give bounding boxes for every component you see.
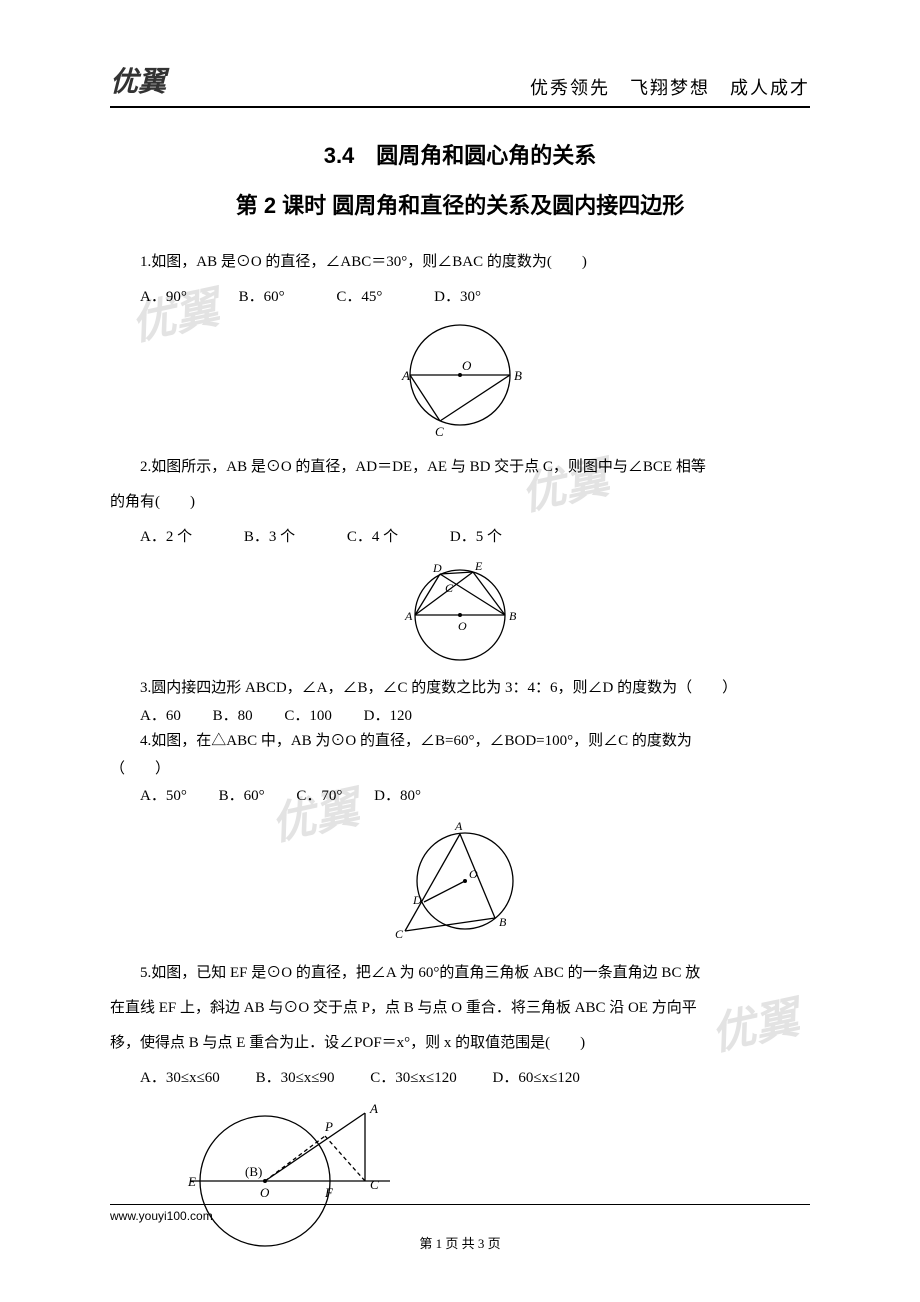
- fig2-label-e: E: [474, 560, 483, 573]
- q5-option-d: D．60≤x≤120: [493, 1070, 580, 1086]
- question-2-text2: 的角有( ): [110, 486, 810, 519]
- q4-option-d: D．80°: [374, 788, 421, 804]
- q4-option-a: A．50°: [140, 788, 187, 804]
- fig1-label-c: C: [435, 424, 444, 439]
- figure-5: E A P (B) O F C: [170, 1101, 810, 1256]
- fig5-label-p: P: [324, 1119, 333, 1134]
- question-4-text: 4.如图，在△ABC 中，AB 为⊙O 的直径，∠B=60°，∠BOD=100°…: [110, 729, 810, 755]
- fig2-label-b: B: [509, 609, 517, 623]
- fig4-label-b: B: [499, 915, 507, 929]
- fig5-label-a: A: [369, 1101, 378, 1116]
- fig4-label-d: D: [412, 893, 422, 907]
- q1-option-a: A．90°: [140, 289, 187, 305]
- q1-option-b: B．60°: [239, 289, 285, 305]
- fig2-label-o: O: [458, 619, 467, 633]
- fig5-label-f: F: [324, 1185, 334, 1200]
- question-5-text: 5.如图，已知 EF 是⊙O 的直径，把∠A 为 60°的直角三角板 ABC 的…: [110, 957, 810, 990]
- fig4-label-o: O: [469, 867, 478, 881]
- q2-option-c: C．4 个: [347, 529, 398, 545]
- fig5-label-o: O: [260, 1185, 270, 1200]
- fig2-label-d: D: [432, 561, 442, 575]
- question-3-options: A．60 B．80 C．100 D．120: [110, 704, 810, 730]
- question-5-text3: 移，使得点 B 与点 E 重合为止．设∠POF＝x°，则 x 的取值范围是( ): [110, 1027, 810, 1060]
- fig4-label-c: C: [395, 927, 404, 941]
- q5-option-a: A．30≤x≤60: [140, 1070, 220, 1086]
- q2-option-a: A．2 个: [140, 529, 192, 545]
- q3-option-a: A．60: [140, 708, 181, 724]
- fig5-label-e: E: [187, 1174, 196, 1189]
- q3-option-d: D．120: [364, 708, 412, 724]
- lesson-title: 第 2 课时 圆周角和直径的关系及圆内接四边形: [110, 188, 810, 220]
- question-1-text: 1.如图，AB 是⊙O 的直径，∠ABC＝30°，则∠BAC 的度数为( ): [110, 246, 810, 279]
- question-5-text2: 在直线 EF 上，斜边 AB 与⊙O 交于点 P，点 B 与点 O 重合．将三角…: [110, 992, 810, 1025]
- question-4-text2: （ ）: [110, 757, 810, 783]
- fig5-label-b: (B): [245, 1164, 262, 1179]
- question-1-options: A．90° B．60° C．45° D．30°: [110, 281, 810, 314]
- fig5-label-c: C: [370, 1177, 379, 1192]
- q4-option-b: B．60°: [219, 788, 265, 804]
- q5-option-b: B．30≤x≤90: [256, 1070, 335, 1086]
- fig1-label-b: B: [514, 368, 522, 383]
- logo: 优翼: [110, 60, 166, 100]
- q3-option-b: B．80: [213, 708, 253, 724]
- q1-option-c: C．45°: [336, 289, 382, 305]
- fig4-label-a: A: [454, 819, 463, 833]
- page-header: 优翼 优秀领先 飞翔梦想 成人成才: [110, 60, 810, 108]
- q1-option-d: D．30°: [434, 289, 481, 305]
- q2-option-d: D．5 个: [450, 529, 502, 545]
- figure-2: A B D E C O: [110, 560, 810, 670]
- fig2-label-c: C: [445, 581, 454, 595]
- figure-1: A B O C: [110, 320, 810, 445]
- q4-option-c: C．70°: [296, 788, 342, 804]
- q3-option-c: C．100: [284, 708, 332, 724]
- question-4-options: A．50° B．60° C．70° D．80°: [110, 784, 810, 810]
- figure-4: A B C D O: [110, 816, 810, 951]
- fig1-label-a: A: [401, 368, 410, 383]
- section-title: 3.4 圆周角和圆心角的关系: [110, 138, 810, 170]
- question-3-text: 3.圆内接四边形 ABCD，∠A，∠B，∠C 的度数之比为 3：4：6，则∠D …: [110, 676, 810, 702]
- q5-option-c: C．30≤x≤120: [370, 1070, 456, 1086]
- question-2-text: 2.如图所示，AB 是⊙O 的直径，AD＝DE，AE 与 BD 交于点 C，则图…: [110, 451, 810, 484]
- q2-option-b: B．3 个: [244, 529, 295, 545]
- fig2-label-a: A: [404, 609, 413, 623]
- question-2-options: A．2 个 B．3 个 C．4 个 D．5 个: [110, 521, 810, 554]
- fig1-label-o: O: [462, 358, 472, 373]
- header-motto: 优秀领先 飞翔梦想 成人成才: [530, 74, 810, 100]
- question-5-options: A．30≤x≤60 B．30≤x≤90 C．30≤x≤120 D．60≤x≤12…: [110, 1062, 810, 1095]
